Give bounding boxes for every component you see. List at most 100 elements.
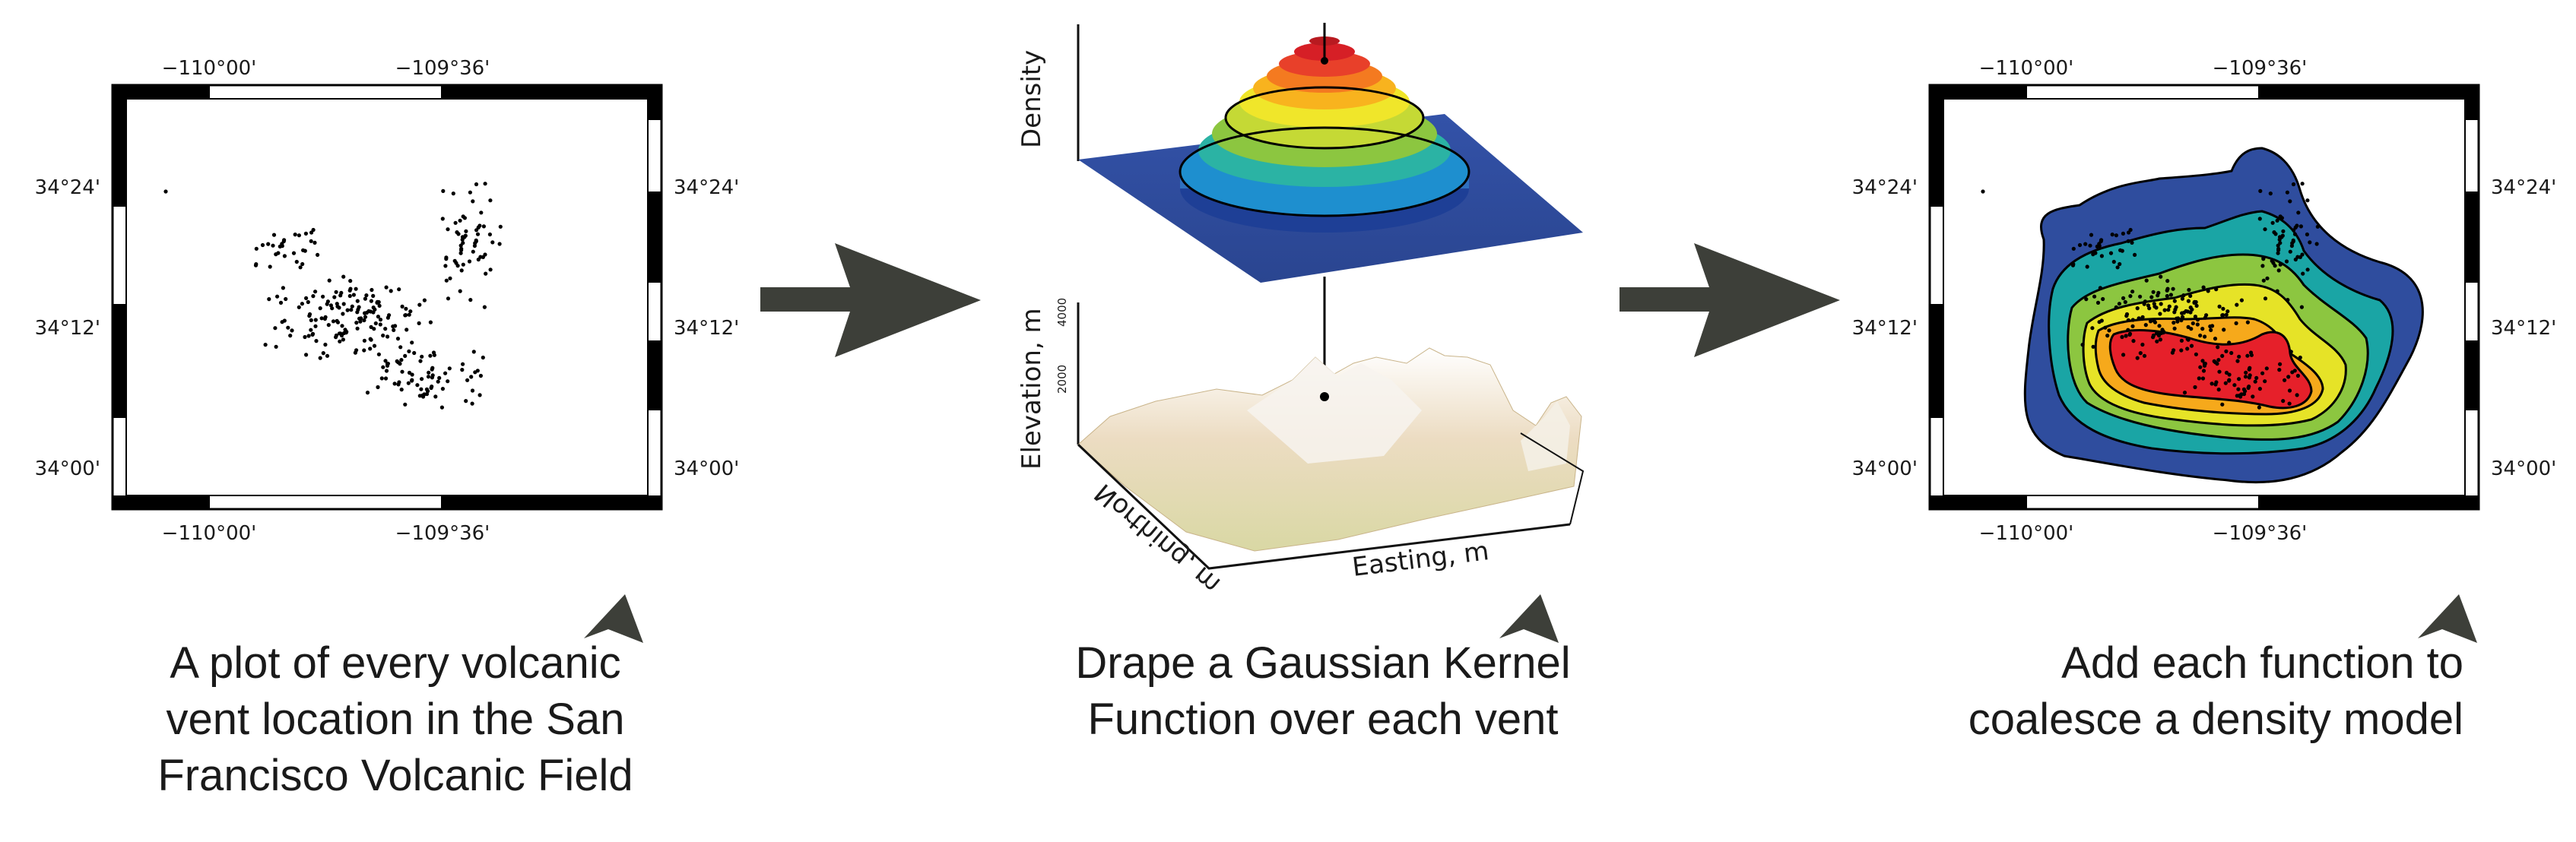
vent-point [2124, 334, 2128, 338]
vent-point [2088, 243, 2092, 248]
vent-point [326, 323, 331, 328]
vent-point [371, 293, 376, 298]
vent-point [2130, 290, 2135, 294]
vent-point [2158, 312, 2162, 316]
vent-point [2300, 182, 2305, 186]
vent-point [362, 338, 366, 343]
vent-point [2140, 342, 2145, 347]
vent-point [443, 264, 448, 268]
terrain-box-right [1520, 432, 1585, 525]
vent-point [363, 296, 367, 301]
vent-point [440, 217, 445, 221]
vent-point [2189, 343, 2194, 348]
vent-point [384, 369, 389, 373]
vent-point [2200, 359, 2205, 363]
vent-point [2091, 344, 2095, 349]
vent-point [395, 337, 401, 341]
vent-point [383, 376, 389, 381]
vent-point [406, 381, 411, 385]
lat-label-right-3: 34°00' [674, 457, 739, 480]
vent-point [2070, 263, 2076, 267]
lat-label-right-1: 34°24' [674, 176, 739, 199]
vent-point [2263, 296, 2268, 301]
vent-point [2158, 337, 2162, 342]
vent-point [484, 271, 488, 276]
vent-point [2148, 319, 2153, 324]
vent-point [341, 312, 345, 316]
lon-label-bottom-2: −109°36' [395, 522, 490, 545]
vent-point [365, 391, 370, 395]
vent-point [2120, 334, 2124, 340]
vent-point [254, 246, 259, 251]
vent-point [2217, 369, 2222, 374]
vent-point [498, 224, 503, 229]
vent-point [2101, 296, 2105, 302]
vent-point [420, 354, 424, 359]
vent-point [318, 306, 322, 311]
vent-point [479, 210, 484, 215]
vent-point [347, 293, 352, 299]
vent-point [400, 369, 404, 374]
vent-point [343, 328, 347, 332]
vent-point [2295, 373, 2300, 378]
vent-point [439, 405, 445, 410]
vent-point [2295, 393, 2299, 397]
vent-point [381, 333, 385, 338]
caption-line: Drape a Gaussian Kernel [1075, 638, 1571, 688]
vent-point [2157, 324, 2162, 328]
vent-point [355, 299, 360, 303]
vent-point [341, 337, 345, 342]
lon-label-bottom-2: −109°36' [2213, 522, 2308, 545]
vent-point [483, 182, 487, 186]
vent-point [350, 304, 354, 309]
vent-point [2289, 243, 2294, 248]
vent-point [2152, 304, 2157, 309]
vent-point [341, 274, 346, 279]
vent-point [2131, 339, 2136, 343]
vent-point [355, 310, 360, 315]
vent-point [2097, 320, 2102, 324]
vent-point [2172, 299, 2177, 303]
vent-point [2247, 367, 2251, 372]
vent-point [2258, 188, 2263, 193]
vent-point [319, 316, 324, 321]
vent-point [321, 351, 325, 356]
vent-point [2175, 316, 2179, 321]
vent-point [419, 387, 424, 391]
vent-point [437, 375, 442, 380]
vent-point [2251, 394, 2255, 399]
vent-point [2227, 378, 2232, 383]
vent-point [275, 294, 280, 299]
vent-point [475, 369, 480, 373]
lat-label-left-2: 34°12' [1852, 317, 1918, 340]
vent-point [2123, 299, 2127, 305]
vent-point [345, 308, 350, 312]
vent-point [455, 230, 459, 235]
vent-point [2284, 259, 2289, 264]
vent-point [2144, 278, 2149, 283]
vent-point [2135, 356, 2140, 360]
vent-point [403, 353, 408, 358]
vent-point [325, 302, 329, 306]
vent-point [459, 268, 464, 273]
vent-point [2305, 198, 2310, 203]
vent-point [2179, 318, 2184, 323]
vent-point [453, 220, 458, 225]
vent-point [314, 339, 319, 343]
vent-point [446, 227, 450, 232]
vent-point [2103, 325, 2108, 330]
vent-point [2126, 318, 2130, 322]
vent-point [354, 321, 359, 325]
vent-point [2216, 358, 2221, 362]
vent-point [2185, 337, 2190, 341]
vent-point [2194, 303, 2199, 308]
kernel-contour-inner [1224, 86, 1425, 150]
vent-point [2195, 318, 2200, 322]
vent-point [2120, 248, 2124, 253]
vent-point [303, 231, 308, 236]
vent-point [487, 232, 493, 237]
vent-point [2191, 321, 2195, 326]
vent-point [474, 182, 479, 187]
vent-point [309, 328, 313, 332]
terrain-box-bottom [1077, 443, 1571, 570]
